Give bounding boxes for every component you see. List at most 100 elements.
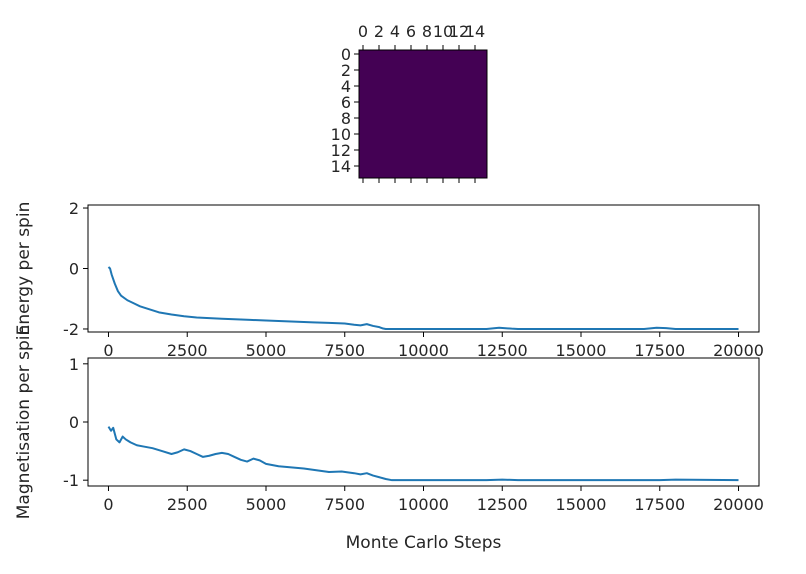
heatmap-cell [463,122,472,131]
heatmap-y-tick-label: 2 [341,61,351,80]
magnetisation-axes-frame [87,357,760,487]
heatmap-y-tick-label: 10 [331,125,351,144]
heatmap-cell [479,106,488,115]
heatmap-cell [479,66,488,75]
heatmap-cell [359,130,368,139]
heatmap-cell [383,154,392,163]
heatmap-y-tick-label: 14 [331,157,351,176]
heatmap-cell [455,82,464,91]
heatmap-x-tick-label: 4 [390,22,400,41]
magnetisation-x-tick-label: 2500 [167,495,208,514]
energy-x-tick-label: 5000 [246,341,287,360]
heatmap-cell [407,74,416,83]
energy-y-tick-label: -2 [63,320,79,339]
heatmap-cell [391,154,400,163]
heatmap-cell [479,162,488,171]
heatmap-cell [367,66,376,75]
heatmap-cell [399,98,408,107]
heatmap-cell [415,82,424,91]
heatmap-cell [439,122,448,131]
heatmap-cell [471,98,480,107]
heatmap-cell [391,58,400,67]
heatmap-cell [367,146,376,155]
heatmap-cell [431,122,440,131]
heatmap-cell [367,50,376,59]
heatmap-cell [431,130,440,139]
heatmap-cell [375,50,384,59]
heatmap-cell [463,50,472,59]
heatmap-cell [415,154,424,163]
energy-x-tick-label: 15000 [556,341,607,360]
heatmap-cell [415,114,424,123]
heatmap-cell [431,98,440,107]
heatmap-cell [383,50,392,59]
heatmap-cell [391,122,400,131]
energy-x-tick-label: 12500 [477,341,528,360]
heatmap-frame [358,49,488,179]
energy-x-tick-label: 20000 [713,341,764,360]
heatmap-x-tick-label: 0 [358,22,368,41]
heatmap-cell [455,122,464,131]
magnetisation-x-tick-label: 17500 [634,495,685,514]
heatmap-cell [399,82,408,91]
heatmap-cell [415,130,424,139]
heatmap-cell [367,130,376,139]
heatmap-cell [423,106,432,115]
heatmap-cell [455,114,464,123]
heatmap-cell [359,106,368,115]
heatmap-cell [367,170,376,179]
heatmap-cell [463,146,472,155]
energy-y-axis-label: Energy per spin [14,202,34,336]
heatmap-cell [463,170,472,179]
heatmap-cell [471,146,480,155]
heatmap-cell [479,90,488,99]
heatmap-cell [439,162,448,171]
heatmap-cell [359,98,368,107]
heatmap-cell [407,66,416,75]
magnetisation-x-axis-label: Monte Carlo Steps [346,533,502,553]
heatmap-cell [375,82,384,91]
heatmap-cell [375,90,384,99]
heatmap-cell [391,146,400,155]
heatmap-cell [375,130,384,139]
heatmap-cell [431,154,440,163]
heatmap-cell [423,66,432,75]
heatmap-cell [359,138,368,147]
heatmap-cell [479,58,488,67]
heatmap-cell [399,50,408,59]
heatmap-cell [431,50,440,59]
heatmap-cell [471,90,480,99]
heatmap-cell [447,90,456,99]
heatmap-cell [399,90,408,99]
heatmap-x-tick-label: 8 [422,22,432,41]
magnetisation-x-tick-label: 15000 [556,495,607,514]
heatmap-cell [383,122,392,131]
heatmap-cell [367,114,376,123]
heatmap-cell [383,138,392,147]
heatmap-cell [447,106,456,115]
heatmap-cell [383,58,392,67]
heatmap-cell [391,50,400,59]
heatmap-cell [399,146,408,155]
magnetisation-x-tick-label: 7500 [324,495,365,514]
energy-axes-frame [87,204,760,333]
energy-series-line [107,266,739,330]
energy-x-tick-label: 2500 [167,341,208,360]
heatmap-cell [407,122,416,131]
magnetisation-x-tick-label: 12500 [477,495,528,514]
heatmap-cell [479,146,488,155]
heatmap-cell [359,162,368,171]
heatmap-cell [439,146,448,155]
heatmap-cell [447,114,456,123]
heatmap-cell [471,106,480,115]
heatmap-cell [407,162,416,171]
heatmap-cell [375,58,384,67]
heatmap-cell [439,138,448,147]
heatmap-cell [431,114,440,123]
heatmap-cell [375,66,384,75]
heatmap-cell [383,114,392,123]
magnetisation-series-line [107,426,739,482]
heatmap-cell [415,50,424,59]
energy-y-tick-label: 2 [69,199,79,218]
